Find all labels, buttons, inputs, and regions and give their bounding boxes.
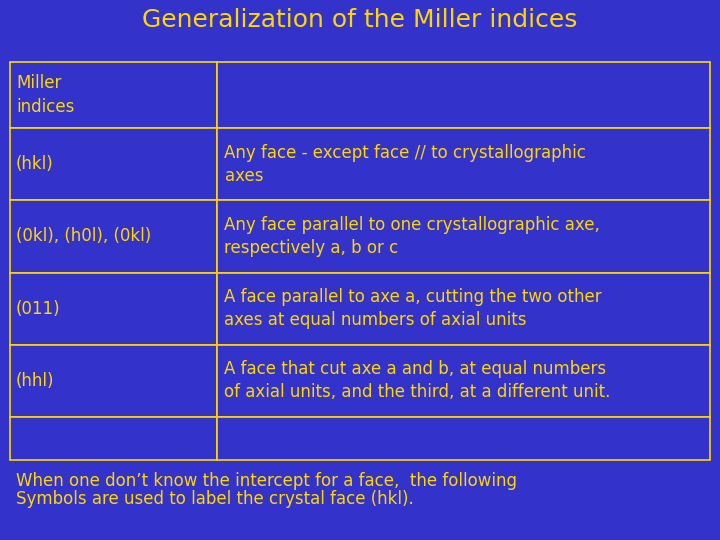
Bar bbox=[217, 129, 710, 200]
Bar bbox=[217, 417, 710, 460]
Bar bbox=[217, 273, 710, 345]
Bar bbox=[10, 129, 217, 200]
Bar bbox=[217, 345, 710, 417]
Text: A face parallel to axe a, cutting the two other
axes at equal numbers of axial u: A face parallel to axe a, cutting the tw… bbox=[225, 288, 602, 329]
Text: Any face - except face // to crystallographic
axes: Any face - except face // to crystallogr… bbox=[225, 144, 586, 185]
Text: Any face parallel to one crystallographic axe,
respectively a, b or c: Any face parallel to one crystallographi… bbox=[225, 215, 600, 257]
Text: (011): (011) bbox=[16, 300, 60, 318]
Text: Miller
indices: Miller indices bbox=[16, 75, 74, 116]
Bar bbox=[217, 62, 710, 129]
Text: (0kl), (h0l), (0kl): (0kl), (h0l), (0kl) bbox=[16, 227, 151, 246]
Text: When one don’t know the intercept for a face,  the following: When one don’t know the intercept for a … bbox=[16, 472, 517, 490]
Bar bbox=[10, 62, 217, 129]
Bar bbox=[217, 200, 710, 273]
Bar bbox=[10, 345, 217, 417]
Text: A face that cut axe a and b, at equal numbers
of axial units, and the third, at : A face that cut axe a and b, at equal nu… bbox=[225, 360, 611, 401]
Text: Generalization of the Miller indices: Generalization of the Miller indices bbox=[143, 8, 577, 32]
Bar bbox=[10, 417, 217, 460]
Bar bbox=[10, 200, 217, 273]
Text: Symbols are used to label the crystal face (hkl).: Symbols are used to label the crystal fa… bbox=[16, 490, 414, 508]
Text: (hkl): (hkl) bbox=[16, 156, 54, 173]
Bar bbox=[10, 273, 217, 345]
Text: (hhl): (hhl) bbox=[16, 372, 55, 390]
